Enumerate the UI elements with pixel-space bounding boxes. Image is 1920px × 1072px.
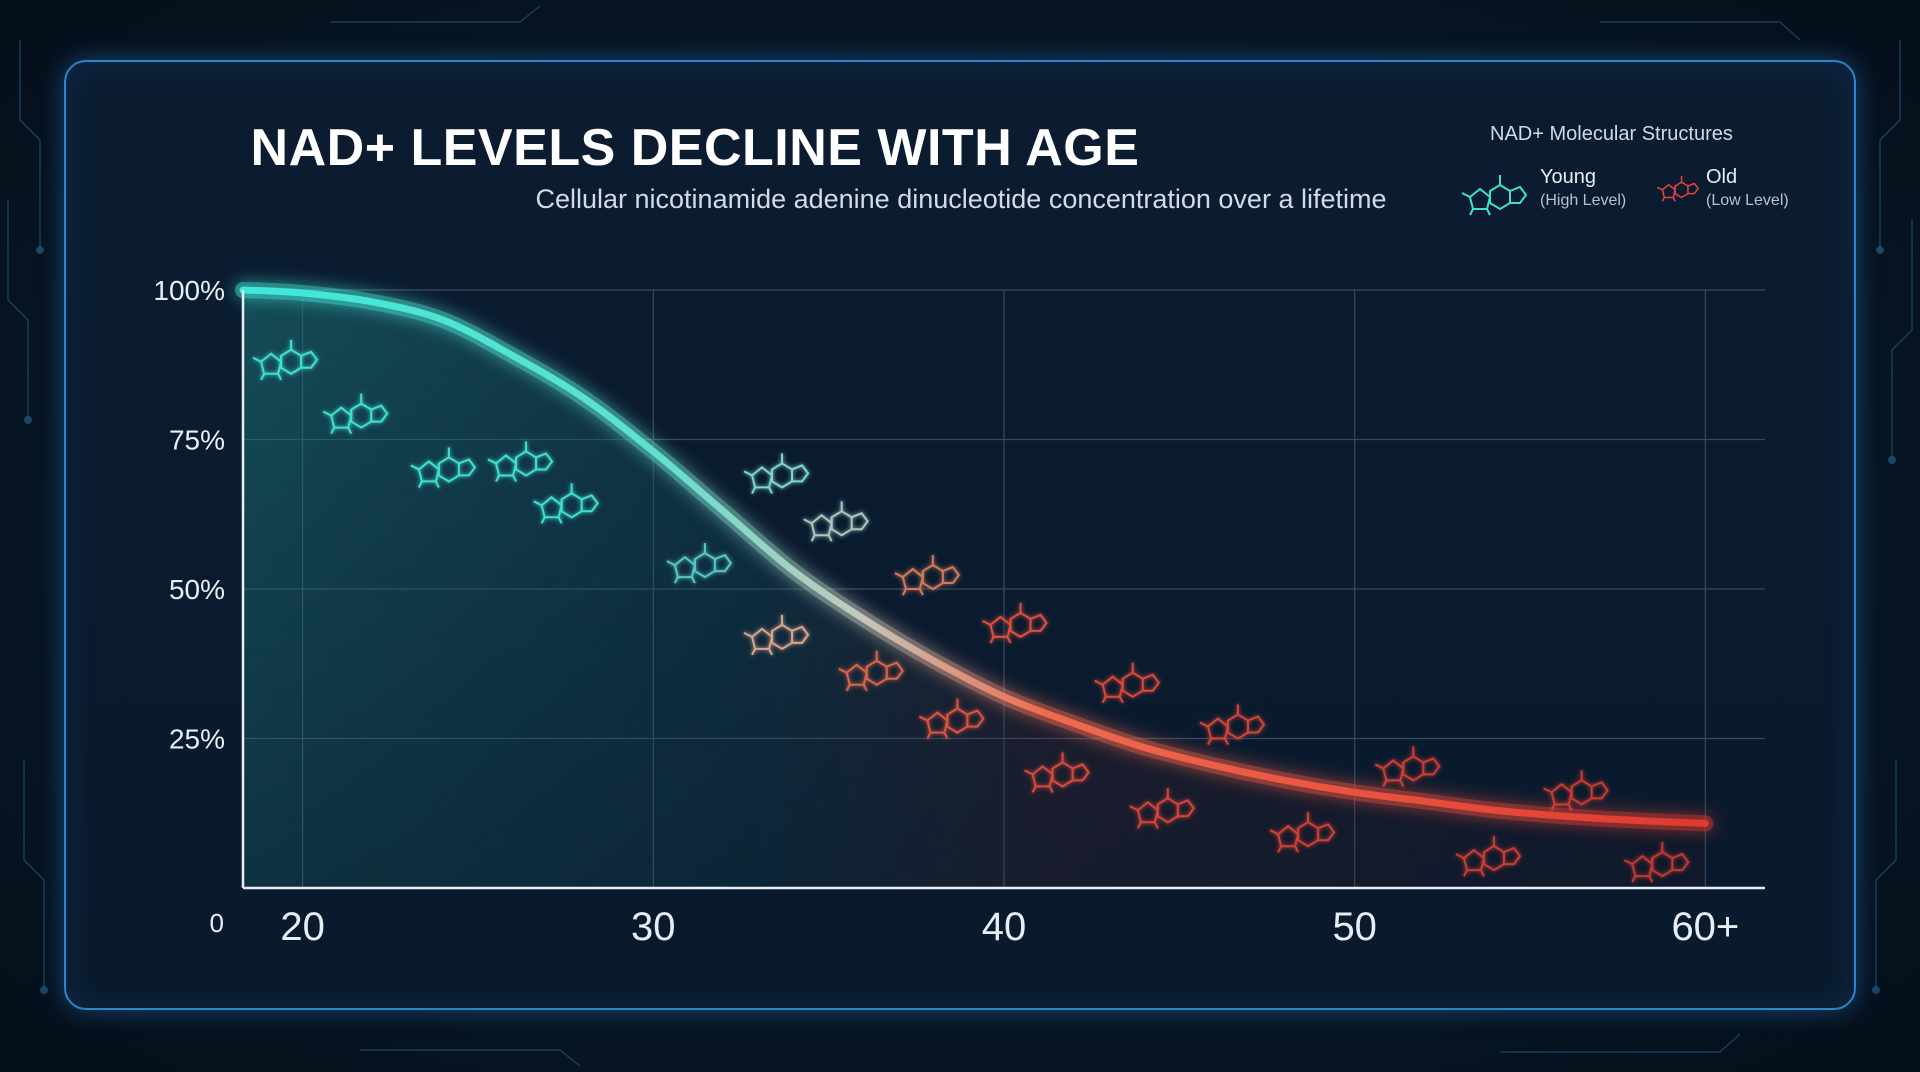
molecule-marker: [252, 339, 319, 381]
molecule-marker: [1269, 812, 1336, 853]
y-tick-label: 75%: [169, 425, 225, 456]
legend-label-old: Old: [1706, 166, 1738, 188]
area-fill: [243, 290, 1706, 888]
molecule-marker: [743, 614, 810, 656]
molecule-marker: [487, 441, 554, 482]
molecule-marker: [1374, 746, 1441, 787]
x-tick-label: 20: [280, 905, 325, 949]
axes: [241, 290, 1765, 890]
y-tick-label: 0: [210, 908, 224, 938]
molecule-marker: [1094, 662, 1160, 704]
legend-title: NAD+ Molecular Structures: [1490, 123, 1733, 145]
molecule-markers: [252, 339, 1690, 883]
molecule-marker: [533, 483, 599, 524]
legend-sub-old: (Low Level): [1706, 192, 1789, 209]
molecule-marker: [982, 602, 1048, 644]
x-tick-label: 40: [982, 905, 1027, 949]
molecule-marker: [1543, 770, 1609, 811]
y-tick-label: 25%: [169, 724, 225, 755]
molecule-marker: [838, 650, 904, 692]
x-tick-label: 60+: [1671, 905, 1739, 949]
chart-subtitle: Cellular nicotinamide adenine dinucleoti…: [535, 184, 1387, 214]
molecule-marker: [322, 393, 389, 435]
chart-title: NAD+ LEVELS DECLINE WITH AGE: [250, 119, 1140, 177]
molecule-marker: [894, 555, 961, 596]
y-tick-label: 50%: [169, 574, 225, 605]
molecule-marker: [410, 447, 477, 488]
tick-labels: 0 25% 50% 75% 100% 20 30 40 50 60+: [153, 275, 1739, 949]
molecule-marker: [1455, 836, 1522, 877]
molecule-marker: [1623, 842, 1690, 883]
molecule-marker: [1199, 704, 1266, 746]
molecule-marker: [1024, 752, 1090, 793]
molecule-marker: [803, 501, 869, 542]
molecule-marker: [666, 543, 733, 584]
molecule-marker: [1129, 788, 1196, 829]
molecule-marker: [918, 698, 985, 740]
y-tick-label: 100%: [153, 275, 225, 306]
series-line: [239, 286, 1709, 827]
molecule-icon: [1656, 175, 1700, 202]
legend-sub-young: (High Level): [1540, 192, 1627, 209]
molecule-icon: [1461, 175, 1528, 216]
x-tick-label: 30: [631, 905, 676, 949]
legend-label-young: Young: [1540, 166, 1596, 188]
molecule-marker: [743, 453, 810, 494]
x-tick-label: 50: [1332, 905, 1377, 949]
